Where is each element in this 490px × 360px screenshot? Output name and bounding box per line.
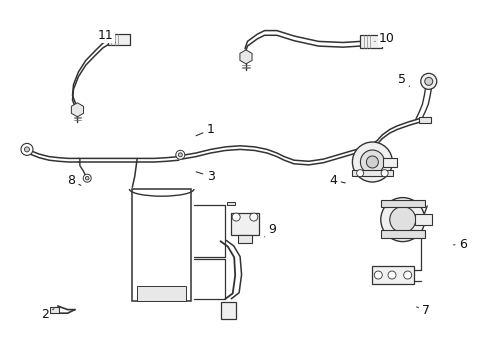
Bar xyxy=(137,286,186,301)
Circle shape xyxy=(176,150,185,159)
Bar xyxy=(360,35,382,48)
Circle shape xyxy=(404,271,412,279)
Bar xyxy=(50,307,59,313)
Text: 3: 3 xyxy=(196,170,215,183)
Circle shape xyxy=(367,156,378,168)
Bar xyxy=(352,170,393,176)
Circle shape xyxy=(232,213,240,221)
Circle shape xyxy=(381,198,425,242)
Bar xyxy=(221,302,236,319)
Bar xyxy=(231,213,259,235)
Bar xyxy=(381,200,425,207)
Circle shape xyxy=(361,150,384,174)
Text: 2: 2 xyxy=(41,309,54,321)
Text: 6: 6 xyxy=(454,238,467,251)
Circle shape xyxy=(83,174,91,182)
Circle shape xyxy=(21,143,33,156)
Text: 4: 4 xyxy=(329,174,345,186)
Circle shape xyxy=(24,147,29,152)
Circle shape xyxy=(250,213,258,221)
Circle shape xyxy=(178,153,182,157)
Circle shape xyxy=(357,170,364,177)
Bar xyxy=(132,189,191,301)
Text: 1: 1 xyxy=(196,123,215,136)
Text: 9: 9 xyxy=(265,223,276,237)
Bar xyxy=(108,34,130,45)
Text: 5: 5 xyxy=(398,73,410,86)
Bar xyxy=(383,158,397,167)
Text: 11: 11 xyxy=(98,29,115,42)
Bar xyxy=(227,202,235,205)
Bar xyxy=(419,117,431,123)
Circle shape xyxy=(381,170,388,177)
Circle shape xyxy=(374,271,382,279)
Text: 8: 8 xyxy=(67,174,81,186)
Text: 10: 10 xyxy=(375,32,395,45)
Circle shape xyxy=(390,207,416,233)
Polygon shape xyxy=(72,103,83,117)
Text: 7: 7 xyxy=(416,304,430,317)
Bar xyxy=(415,214,432,225)
FancyBboxPatch shape xyxy=(372,266,414,284)
Circle shape xyxy=(85,176,89,180)
Circle shape xyxy=(352,142,392,182)
Bar xyxy=(238,235,252,243)
Bar xyxy=(381,230,425,238)
Polygon shape xyxy=(240,50,252,64)
Circle shape xyxy=(388,271,396,279)
Circle shape xyxy=(421,73,437,89)
Circle shape xyxy=(425,77,433,85)
